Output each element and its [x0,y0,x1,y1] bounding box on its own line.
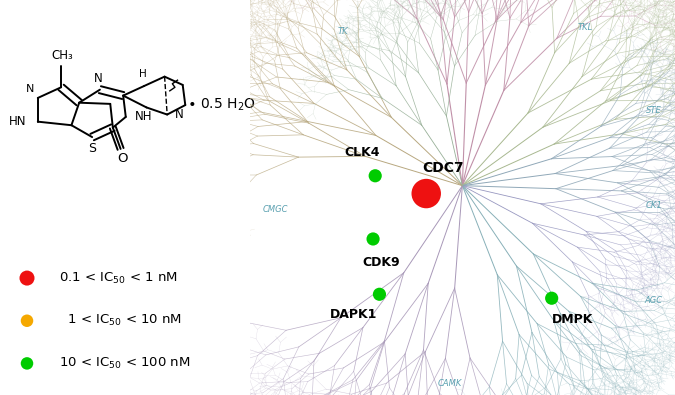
Text: STE: STE [646,106,662,115]
Point [22,275,32,281]
Text: TK: TK [338,27,348,36]
Text: S: S [88,142,96,155]
Text: CDK9: CDK9 [362,256,400,269]
Text: H: H [139,70,146,79]
Point [374,291,385,297]
Text: DAPK1: DAPK1 [330,308,377,320]
Text: N: N [26,85,34,94]
Text: AGC: AGC [645,296,663,305]
Point [546,295,557,301]
Text: N: N [95,72,103,85]
Point [22,318,32,324]
Point [368,236,379,242]
Text: DMPK: DMPK [552,314,593,326]
Text: 0.1 < IC$_{50}$ < 1 nM: 0.1 < IC$_{50}$ < 1 nM [59,271,178,286]
Text: CMGC: CMGC [263,205,288,214]
Text: CAMK: CAMK [437,379,462,387]
Text: TKL: TKL [578,23,593,32]
Text: HN: HN [9,115,26,128]
Text: 10 < IC$_{50}$ < 100 nM: 10 < IC$_{50}$ < 100 nM [59,356,191,371]
Text: CK1: CK1 [645,201,662,210]
Point [22,360,32,367]
Text: N: N [175,108,184,121]
Text: 1 < IC$_{50}$ < 10 nM: 1 < IC$_{50}$ < 10 nM [59,313,182,328]
Text: CH₃: CH₃ [51,49,74,62]
Text: CDC7: CDC7 [423,161,464,175]
Text: CLK4: CLK4 [345,146,380,158]
Text: O: O [117,152,128,166]
Point [421,190,431,197]
Text: NH: NH [135,111,153,123]
Point [370,173,381,179]
Text: $\bullet$ 0.5 H$_2$O: $\bullet$ 0.5 H$_2$O [187,97,256,113]
